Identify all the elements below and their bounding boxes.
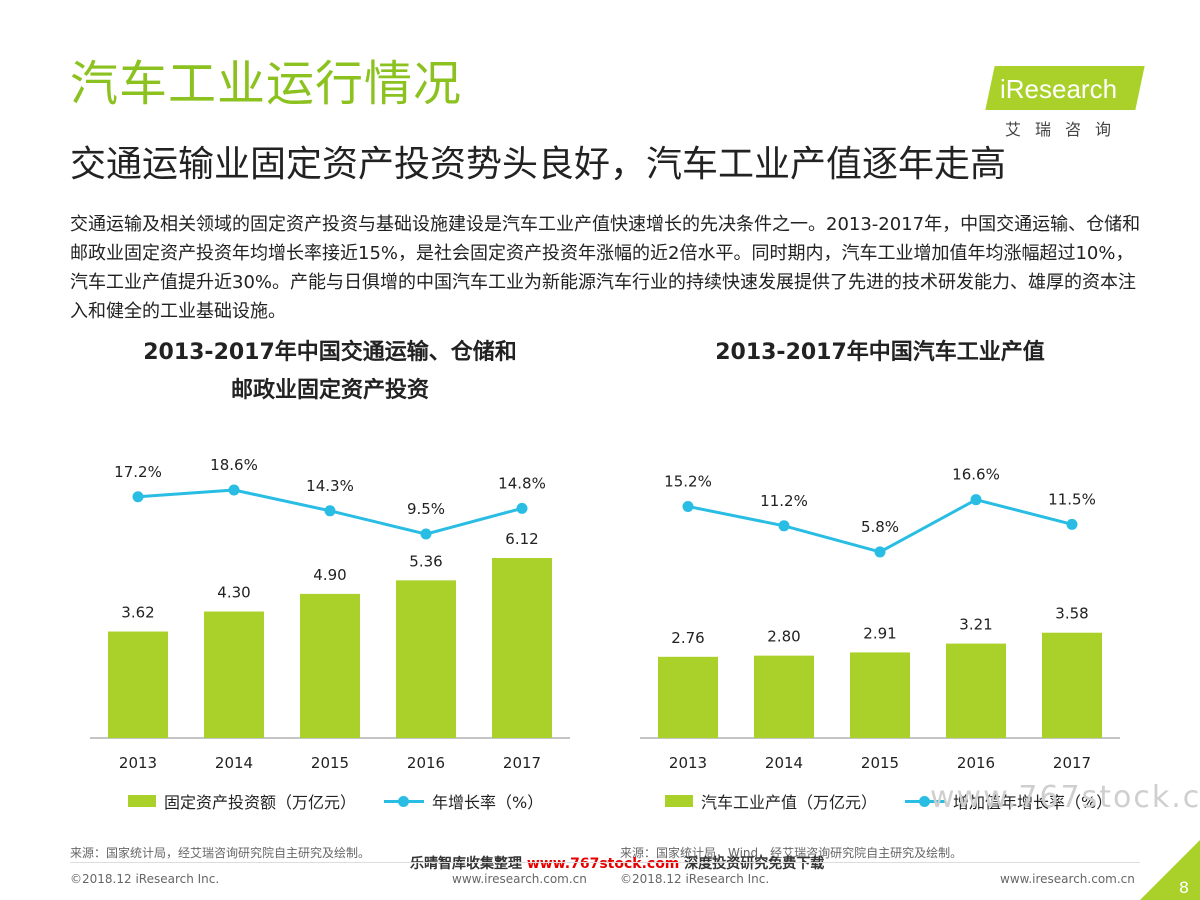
description-paragraph: 交通运输及相关领域的固定资产投资与基础设施建设是汽车工业产值快速增长的先决条件之… [70,214,1141,322]
page-number: 8 [1179,878,1189,897]
bar-value-label: 4.90 [313,566,346,584]
legend-line-swatch [905,795,946,807]
chart1-title: 2013-2017年中国交通运输、仓储和 邮政业固定资产投资 [100,334,560,410]
line-value-label: 14.3% [306,477,354,495]
chart1-source: 来源：国家统计局，经艾瑞咨询研究院自主研究及绘制。 [70,846,371,860]
x-tick-label: 2014 [765,754,803,772]
bar-2013 [658,656,718,738]
legend-bar-swatch [128,795,156,807]
line-point-2015 [874,546,886,558]
x-tick-label: 2013 [669,754,707,772]
bar-2013 [108,631,168,738]
x-tick-label: 2014 [215,754,253,772]
bar-2016 [946,643,1006,738]
line-point-2015 [324,505,336,517]
line-point-2017 [516,502,528,514]
bar-2014 [204,611,264,738]
chart2-source: 来源：国家统计局，Wind，经艾瑞咨询研究院自主研究及绘制。 [620,846,963,860]
line-point-2016 [970,494,982,506]
chart1-legend: 固定资产投资额（万亿元） 年增长率（%） [128,789,543,813]
bar-2015 [300,593,360,738]
line-point-2013 [132,491,144,503]
page-subtitle: 交通运输业固定资产投资势头良好，汽车工业产值逐年走高 [70,144,1007,185]
bar-value-label: 5.36 [409,552,442,570]
line-point-2013 [682,500,694,512]
line-value-label: 9.5% [407,500,445,518]
line-value-label: 5.8% [861,518,899,536]
bar-2015 [850,652,910,738]
watermark-part1: 乐晴智库收集整理 [410,856,527,872]
footer-copyright-mid: ©2018.12 iResearch Inc. [620,872,770,886]
bar-value-label: 6.12 [505,530,538,548]
bar-value-label: 3.62 [121,604,154,622]
page-number-badge: 8 [1140,840,1200,900]
bar-2017 [492,558,552,738]
line-point-2016 [420,528,432,540]
bar-value-label: 4.30 [217,584,250,602]
x-tick-label: 2017 [1053,754,1091,772]
line-point-2014 [778,520,790,532]
legend-line-label: 年增长率（%） [432,793,544,812]
x-tick-label: 2015 [861,754,899,772]
page-title: 汽车工业运行情况 [70,56,463,112]
chart1-svg: 3.62 2013 4.30 2014 4.90 2015 5.36 2016 6.12 2017… [90,456,570,772]
line-value-label: 15.2% [664,472,712,490]
x-tick-label: 2016 [407,754,445,772]
bar-2014 [754,655,814,738]
line-value-label: 17.2% [114,463,162,481]
bar-2016 [396,580,456,738]
chart2-legend: 汽车工业产值（万亿元） 增加值年增长率（%） [665,789,1112,813]
chart1-title-line1: 2013-2017年中国交通运输、仓储和 [143,340,517,365]
bar-value-label: 3.58 [1055,605,1088,623]
legend-bar-swatch [665,795,693,807]
chart2-title: 2013-2017年中国汽车工业产值 [715,340,1045,365]
legend-line-swatch [384,795,425,807]
watermark-part2: www.767stock.com [526,856,680,872]
footer-url-left: www.iresearch.com.cn [452,872,587,886]
line-point-2014 [228,484,240,496]
line-value-label: 11.5% [1048,490,1096,508]
legend-bar-label: 固定资产投资额（万亿元） [164,793,357,812]
chart1-title-line2: 邮政业固定资产投资 [230,378,429,403]
footer-copyright-left: ©2018.12 iResearch Inc. [70,872,220,886]
x-tick-label: 2013 [119,754,157,772]
legend-line-label: 增加值年增长率（%） [953,793,1113,812]
line-value-label: 14.8% [498,474,546,492]
watermark-banner: 乐晴智库收集整理 www.767stock.com 深度投资研究免费下载 [410,853,824,873]
logo-cn-text: 艾瑞咨询 [1004,120,1125,139]
bar-value-label: 3.21 [959,616,992,634]
line-point-2017 [1066,518,1078,530]
iresearch-logo: iResearch 艾瑞咨询 [985,66,1145,139]
watermark-url: www.767stock.com [930,780,1200,815]
line-value-label: 18.6% [210,456,258,474]
x-tick-label: 2016 [957,754,995,772]
bar-value-label: 2.91 [863,624,896,642]
x-tick-label: 2017 [503,754,541,772]
bar-2017 [1042,632,1102,738]
bar-value-label: 2.76 [671,629,704,647]
watermark-part3: 深度投资研究免费下载 [679,856,825,872]
logo-text: iResearch [1000,74,1118,104]
line-value-label: 11.2% [760,492,808,510]
footer-divider [70,862,1140,863]
bar-value-label: 2.80 [767,628,800,646]
chart2-svg: 2.76 2013 2.80 2014 2.91 2015 3.21 2016 3.58 2017… [640,466,1120,772]
footer-url-right: www.iresearch.com.cn [1000,872,1135,886]
line-value-label: 16.6% [952,466,1000,484]
legend-bar-label: 汽车工业产值（万亿元） [701,793,878,812]
x-tick-label: 2015 [311,754,349,772]
